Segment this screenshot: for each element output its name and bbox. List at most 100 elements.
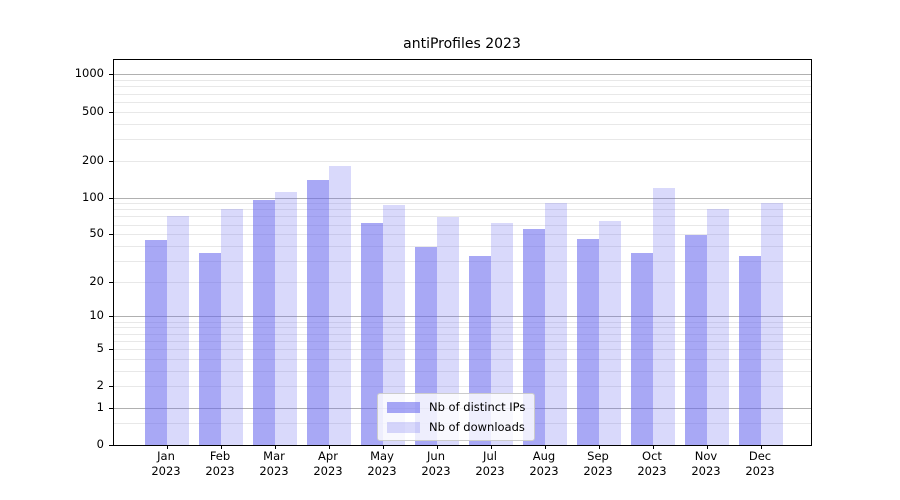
x-tick-mark-nov bbox=[707, 445, 708, 449]
y-gridline-minor-80 bbox=[114, 209, 811, 211]
y-gridline-major-100 bbox=[114, 197, 811, 199]
legend: Nb of distinct IPs Nb of downloads bbox=[377, 393, 536, 441]
y-tick-mark-500 bbox=[109, 111, 113, 113]
y-tick-label-10: 10 bbox=[89, 308, 104, 323]
y-tick-mark-1 bbox=[109, 407, 113, 409]
y-gridline-minor-70 bbox=[114, 216, 811, 218]
bar-downloads-dec bbox=[761, 203, 783, 445]
legend-label-distinct-ips: Nb of distinct IPs bbox=[429, 400, 526, 414]
y-gridline-minor-4 bbox=[114, 358, 811, 360]
legend-label-downloads: Nb of downloads bbox=[429, 420, 525, 434]
x-tick-label-feb: Feb 2023 bbox=[205, 449, 235, 478]
bar-downloads-mar bbox=[275, 192, 297, 445]
x-tick-label-oct: Oct 2023 bbox=[637, 449, 667, 478]
x-tick-label-jun: Jun 2023 bbox=[421, 449, 451, 478]
x-tick-label-nov: Nov 2023 bbox=[691, 449, 721, 478]
chart-title: antiProfiles 2023 bbox=[403, 36, 521, 52]
plot-area bbox=[109, 59, 812, 449]
y-gridline-minor-400 bbox=[114, 123, 811, 125]
bar-downloads-jan bbox=[167, 216, 189, 445]
bar-distinct-ips-oct bbox=[631, 252, 653, 445]
y-gridline-minor-90 bbox=[114, 203, 811, 205]
y-gridline-minor-50 bbox=[114, 234, 811, 236]
x-tick-mark-dec bbox=[761, 445, 762, 449]
y-gridline-minor-20 bbox=[114, 281, 811, 283]
y-tick-label-5: 5 bbox=[96, 340, 104, 355]
x-tick-label-sep: Sep 2023 bbox=[583, 449, 613, 478]
bar-downloads-sep bbox=[599, 221, 621, 445]
y-tick-mark-50 bbox=[109, 234, 113, 236]
y-gridline-major-10 bbox=[114, 316, 811, 318]
y-tick-label-100: 100 bbox=[82, 189, 104, 204]
y-gridline-minor-200 bbox=[114, 160, 811, 162]
x-tick-label-apr: Apr 2023 bbox=[313, 449, 343, 478]
y-tick-mark-200 bbox=[109, 160, 113, 162]
x-tick-label-may: May 2023 bbox=[367, 449, 397, 478]
bar-downloads-jun bbox=[437, 217, 459, 445]
y-tick-mark-20 bbox=[109, 281, 113, 283]
bar-downloads-oct bbox=[653, 187, 675, 445]
bar-distinct-ips-apr bbox=[307, 179, 329, 445]
y-tick-mark-0 bbox=[109, 445, 113, 446]
y-tick-mark-2 bbox=[109, 386, 113, 388]
y-tick-mark-1000 bbox=[109, 74, 113, 76]
y-gridline-minor-8 bbox=[114, 327, 811, 329]
x-tick-mark-jul bbox=[491, 445, 492, 449]
y-gridline-minor-40 bbox=[114, 245, 811, 247]
y-gridline-minor-60 bbox=[114, 224, 811, 226]
y-tick-label-20: 20 bbox=[89, 273, 104, 288]
x-tick-label-mar: Mar 2023 bbox=[259, 449, 289, 478]
y-gridline-minor-6 bbox=[114, 340, 811, 342]
y-tick-label-200: 200 bbox=[82, 152, 104, 167]
x-tick-label-aug: Aug 2023 bbox=[529, 449, 559, 478]
y-gridline-minor-2 bbox=[114, 386, 811, 388]
bar-distinct-ips-may bbox=[361, 222, 383, 445]
y-tick-label-50: 50 bbox=[89, 226, 104, 241]
x-tick-mark-aug bbox=[545, 445, 546, 449]
x-tick-mark-jun bbox=[437, 445, 438, 449]
y-gridline-minor-800 bbox=[114, 86, 811, 88]
y-gridline-minor-5 bbox=[114, 348, 811, 350]
x-tick-mark-jan bbox=[167, 445, 168, 449]
y-gridline-minor-7 bbox=[114, 333, 811, 335]
x-tick-mark-may bbox=[383, 445, 384, 449]
bar-downloads-may bbox=[383, 204, 405, 445]
x-tick-mark-apr bbox=[329, 445, 330, 449]
y-gridline-minor-700 bbox=[114, 93, 811, 95]
legend-item-distinct-ips: Nb of distinct IPs bbox=[387, 400, 525, 414]
legend-item-downloads: Nb of downloads bbox=[387, 420, 525, 434]
y-gridline-minor-900 bbox=[114, 80, 811, 82]
bar-distinct-ips-nov bbox=[685, 235, 707, 445]
y-gridline-minor-9 bbox=[114, 321, 811, 323]
bar-distinct-ips-jan bbox=[145, 239, 167, 445]
y-gridline-minor-3 bbox=[114, 370, 811, 372]
y-tick-label-0: 0 bbox=[96, 437, 104, 451]
bar-downloads-jul bbox=[491, 222, 513, 445]
x-tick-mark-oct bbox=[653, 445, 654, 449]
x-tick-label-jul: Jul 2023 bbox=[475, 449, 505, 478]
bar-distinct-ips-aug bbox=[523, 229, 545, 445]
bar-distinct-ips-sep bbox=[577, 238, 599, 445]
bar-downloads-aug bbox=[545, 202, 567, 445]
x-tick-mark-mar bbox=[275, 445, 276, 449]
y-gridline-minor-500 bbox=[114, 111, 811, 113]
y-gridline-major-1000 bbox=[114, 74, 811, 76]
y-tick-mark-10 bbox=[109, 316, 113, 318]
y-tick-mark-100 bbox=[109, 197, 113, 199]
bar-downloads-apr bbox=[329, 166, 351, 445]
y-gridline-minor-300 bbox=[114, 138, 811, 140]
x-tick-mark-sep bbox=[599, 445, 600, 449]
y-tick-label-1000: 1000 bbox=[74, 66, 104, 81]
y-gridline-minor-600 bbox=[114, 101, 811, 103]
legend-swatch-downloads bbox=[387, 421, 420, 433]
bar-distinct-ips-feb bbox=[199, 252, 221, 445]
x-tick-label-dec: Dec 2023 bbox=[745, 449, 775, 478]
x-tick-mark-feb bbox=[221, 445, 222, 449]
bar-distinct-ips-dec bbox=[739, 255, 761, 445]
bar-downloads-nov bbox=[707, 209, 729, 445]
y-tick-label-1: 1 bbox=[96, 399, 104, 414]
legend-swatch-distinct-ips bbox=[387, 401, 420, 413]
bar-distinct-ips-mar bbox=[253, 199, 275, 445]
bar-downloads-feb bbox=[221, 209, 243, 445]
